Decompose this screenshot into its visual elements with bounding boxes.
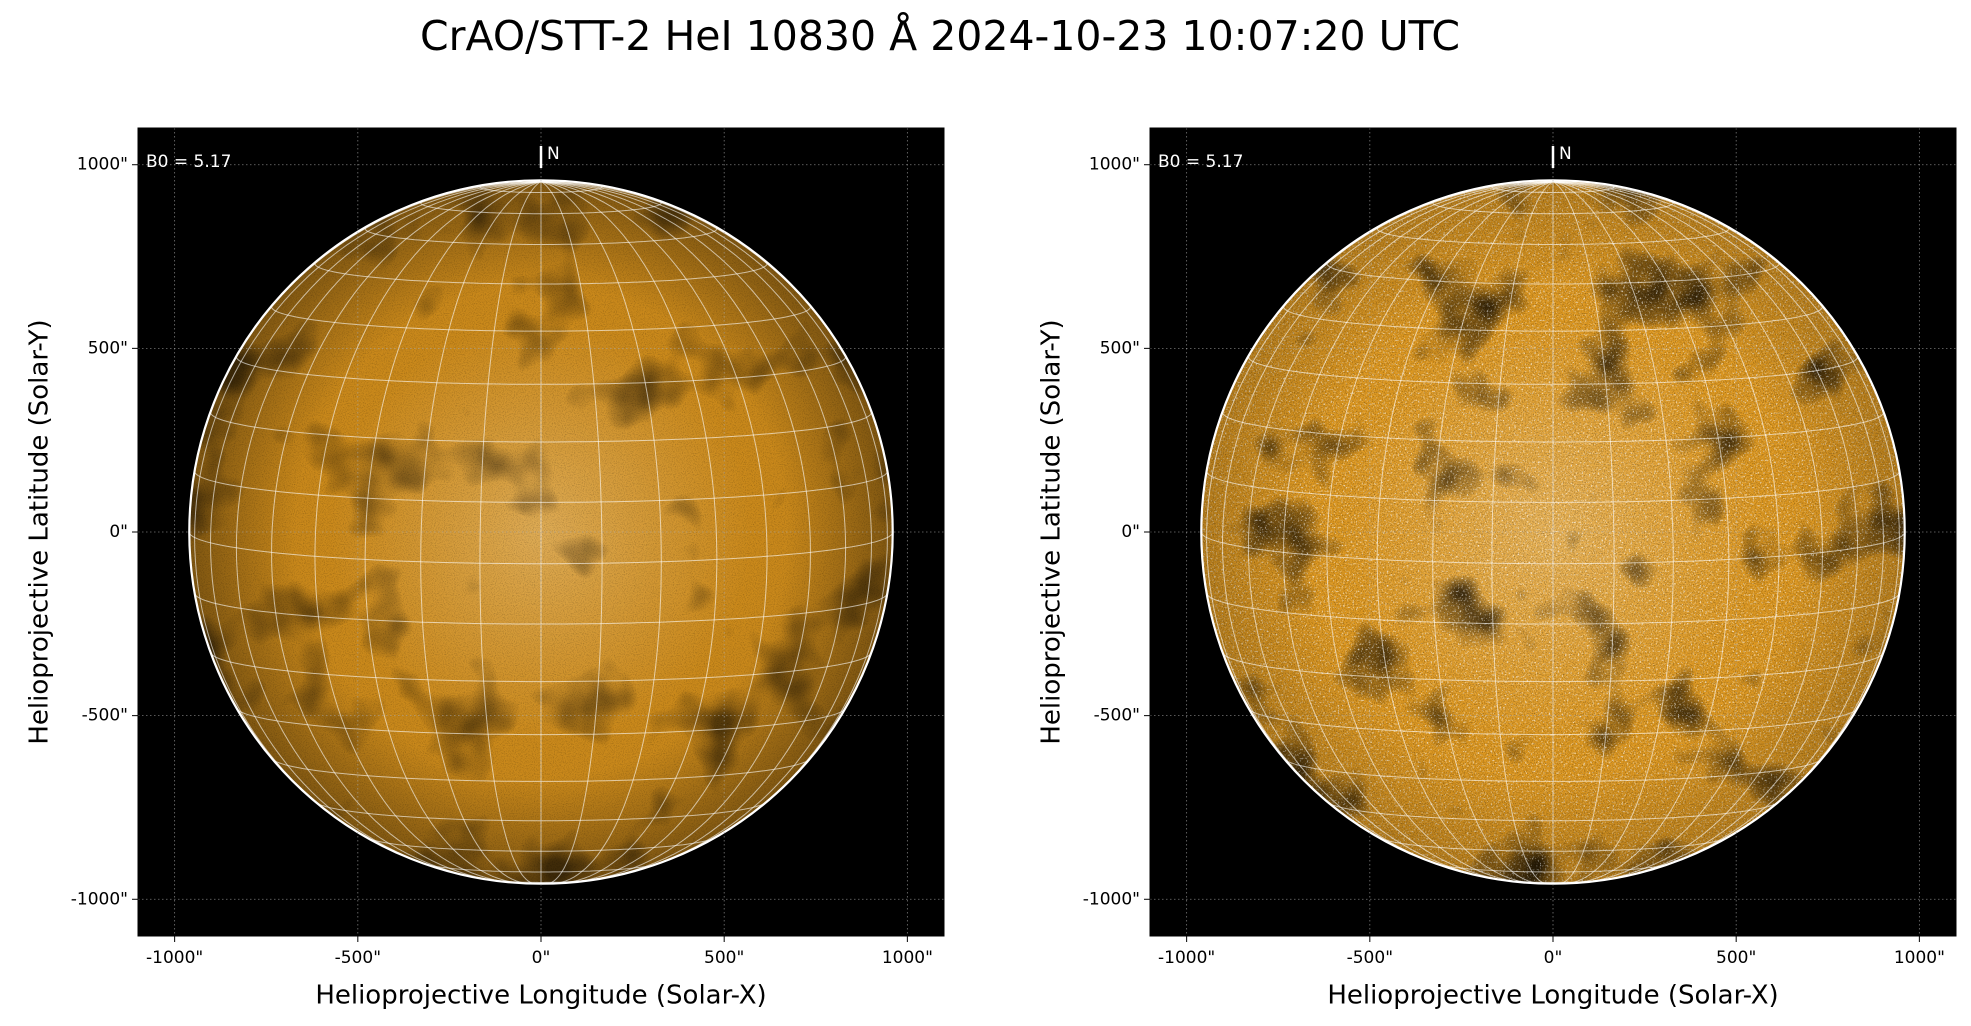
meridian [540, 181, 603, 885]
y-tick-label: -500" [1094, 706, 1140, 726]
north-label: N [1559, 144, 1572, 164]
meridian [1552, 181, 1885, 873]
y-tick-label: 0" [1121, 522, 1140, 542]
meridian [1491, 181, 1554, 885]
parallel [210, 412, 872, 443]
meridian [1552, 181, 1615, 885]
parallel [210, 652, 872, 683]
y-tick-label: 1000" [77, 155, 128, 175]
meridian [194, 181, 542, 845]
meridian [540, 181, 718, 884]
x-tick-label: 500" [1716, 948, 1756, 968]
meridian [1221, 181, 1554, 873]
meridian [540, 181, 888, 845]
meridian [540, 181, 873, 873]
x-tick-label: -500" [1347, 948, 1393, 968]
meridian [540, 181, 811, 881]
parallel [1248, 708, 1858, 736]
x-tick-label: 1000" [1894, 948, 1945, 968]
parallel [1206, 471, 1900, 503]
y-axis-label: Helioprojective Latitude (Solar-Y) [25, 319, 55, 744]
north-label: N [547, 144, 560, 164]
parallel [271, 304, 811, 332]
figure-title: CrAO/STT-2 HeI 10830 Å 2024-10-23 10:07:… [420, 12, 1460, 60]
parallel [1200, 531, 1906, 565]
parallel [1379, 837, 1727, 852]
x-tick-label: -500" [335, 948, 381, 968]
parallel [236, 708, 846, 736]
meridian [479, 181, 542, 885]
meridian [1432, 181, 1554, 884]
y-tick-label: 0" [109, 522, 128, 542]
meridian [540, 181, 662, 884]
x-axis-label: Helioprojective Longitude (Solar-X) [315, 981, 766, 1011]
parallel [194, 471, 888, 503]
meridian [209, 181, 542, 873]
meridian [1283, 181, 1554, 881]
x-tick-label: 0" [1544, 948, 1563, 968]
meridian [1206, 181, 1554, 845]
meridian [1552, 181, 1674, 884]
meridian [1552, 181, 1730, 884]
meridian [1552, 181, 1823, 881]
meridian [1552, 181, 1900, 845]
parallel [1222, 652, 1884, 683]
meridian [420, 181, 542, 884]
parallel [188, 531, 894, 565]
parallel [367, 837, 715, 852]
plot-frame [1149, 127, 1957, 937]
y-tick-label: -1000" [1083, 889, 1140, 909]
x-tick-label: 0" [532, 948, 551, 968]
x-axis-label: Helioprojective Longitude (Solar-X) [1327, 981, 1778, 1011]
parallel [1222, 412, 1884, 443]
panel: -1000" -500" 0" 500" 1000" -1000" -500" 0" 500" 1… [1037, 127, 1957, 1011]
meridian [271, 181, 542, 881]
y-tick-label: -500" [82, 706, 128, 726]
b0-annotation: B0 = 5.17 [1158, 152, 1243, 172]
x-tick-label: -1000" [1158, 948, 1215, 968]
meridian [1376, 181, 1554, 884]
plot-frame [137, 127, 945, 937]
parallel [1432, 200, 1674, 215]
x-tick-label: -1000" [146, 948, 203, 968]
y-axis-label: Helioprojective Latitude (Solar-Y) [1037, 319, 1067, 744]
x-tick-label: 500" [704, 948, 744, 968]
parallel [420, 200, 662, 215]
parallel [1283, 304, 1823, 332]
x-tick-label: 1000" [882, 948, 933, 968]
y-tick-label: 500" [88, 338, 128, 358]
y-tick-label: -1000" [71, 889, 128, 909]
meridian [364, 181, 542, 884]
y-tick-label: 1000" [1089, 155, 1140, 175]
b0-annotation: B0 = 5.17 [146, 152, 231, 172]
y-tick-label: 500" [1100, 338, 1140, 358]
panel: -1000" -500" 0" 500" 1000" -1000" -500" 0" 500" 1… [25, 127, 945, 1011]
